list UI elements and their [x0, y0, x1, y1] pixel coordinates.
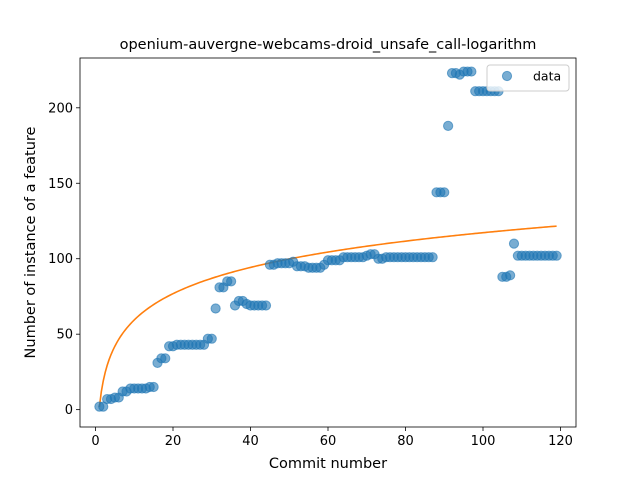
- data-points-layer: [94, 66, 562, 412]
- y-axis-ticks: 0 50 100 150 200: [48, 101, 80, 418]
- data-point: [210, 303, 221, 314]
- fit-line: [98, 225, 557, 408]
- data-point: [505, 270, 516, 281]
- y-tick-label: 0: [65, 403, 73, 418]
- data-point: [226, 276, 237, 287]
- data-point: [427, 252, 438, 263]
- x-tick-label: 80: [397, 434, 414, 449]
- chart-title: openium-auvergne-webcams-droid_unsafe_ca…: [120, 37, 537, 53]
- y-tick-label: 100: [48, 252, 73, 267]
- x-tick-label: 20: [165, 434, 182, 449]
- data-point: [551, 250, 562, 261]
- data-point: [443, 120, 454, 132]
- data-point: [260, 300, 272, 311]
- x-tick-label: 0: [91, 434, 99, 449]
- data-point: [160, 353, 171, 364]
- y-tick-label: 200: [48, 101, 73, 116]
- data-point: [466, 66, 477, 77]
- y-tick-label: 150: [48, 177, 73, 192]
- data-point: [206, 333, 217, 344]
- x-tick-label: 60: [320, 434, 337, 449]
- y-tick-label: 50: [56, 328, 73, 343]
- data-point: [508, 238, 520, 249]
- legend: data: [486, 64, 570, 92]
- legend-marker: [501, 70, 513, 82]
- x-tick-label: 40: [242, 434, 259, 449]
- plot-frame: [79, 57, 577, 428]
- x-tick-label: 120: [548, 434, 573, 449]
- y-axis-label: Number of instance of a feature: [23, 126, 39, 358]
- legend-label: data: [533, 69, 561, 84]
- data-point: [148, 381, 159, 393]
- x-axis-ticks: 0 20 40 60 80 100 120: [91, 427, 573, 449]
- x-tick-label: 100: [471, 434, 496, 449]
- fit-curve-layer: [98, 225, 557, 408]
- data-point: [439, 187, 450, 198]
- x-axis-label: Commit number: [269, 456, 387, 472]
